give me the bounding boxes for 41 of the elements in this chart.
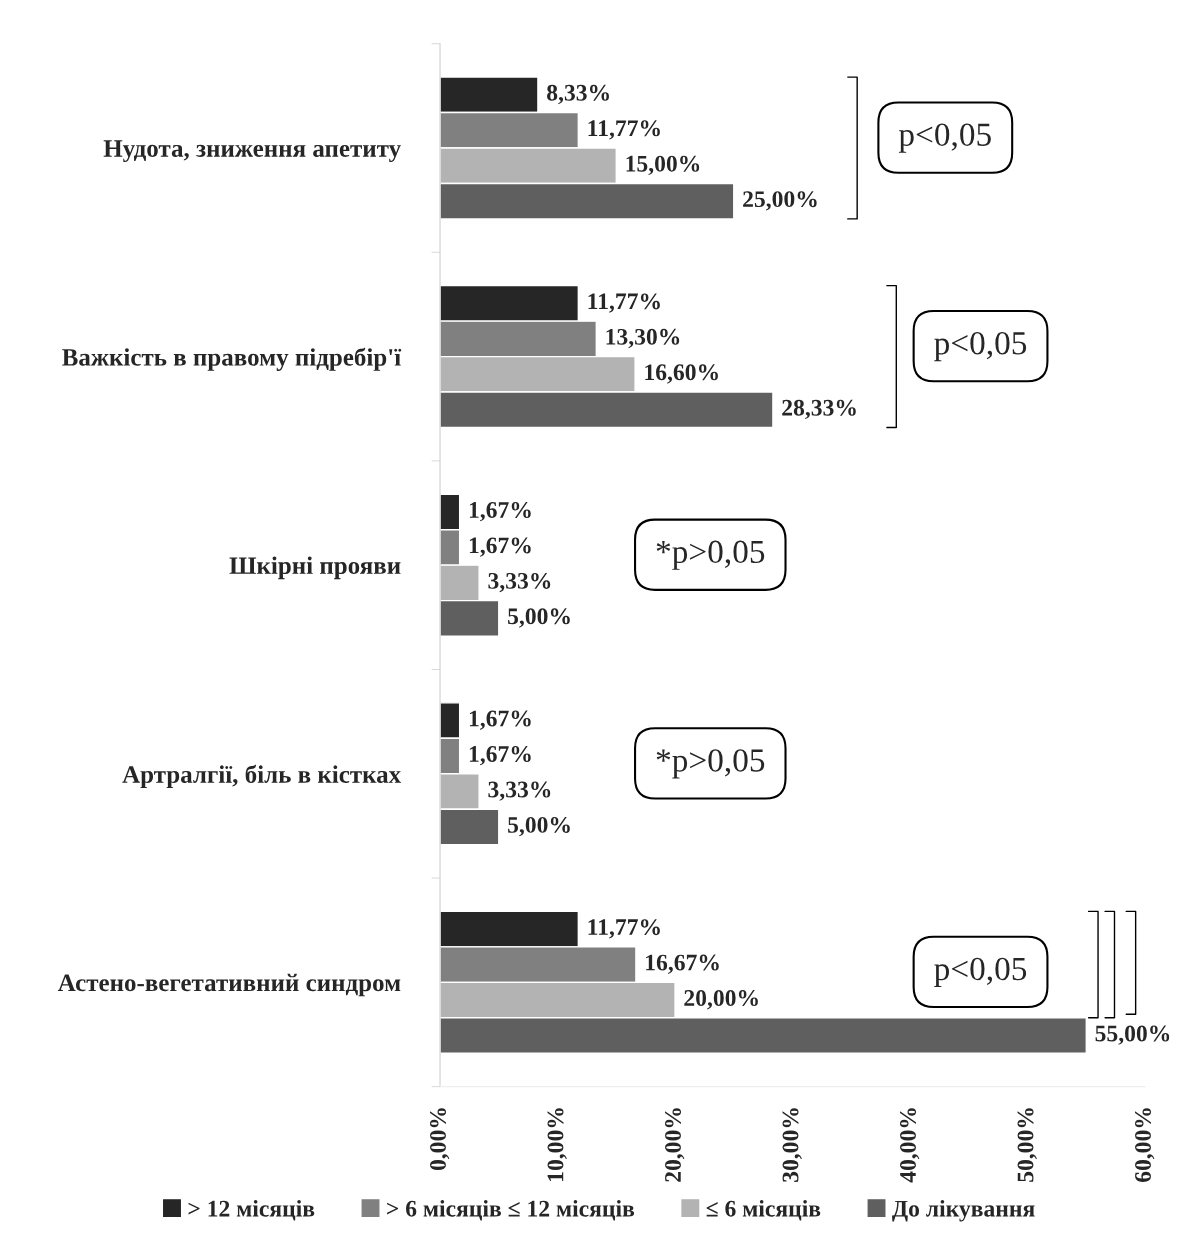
y-tick-label: Шкірні прояви — [229, 556, 401, 580]
data-label: 3,33% — [488, 572, 551, 593]
y-tick-label: Нудота, зниження апетиту — [103, 140, 401, 163]
data-label: 11,77% — [588, 293, 660, 313]
legend-label: До лікування — [892, 1200, 1035, 1222]
data-label: 28,33% — [782, 399, 856, 420]
annotation: *p>0,05 — [656, 749, 765, 779]
data-label: 1,67% — [469, 537, 531, 557]
data-label: 3,33% — [488, 781, 551, 801]
annotation: p<0,05 — [898, 123, 991, 153]
x-tick-label: 10,00% — [547, 1108, 567, 1181]
data-label: 1,67% — [469, 501, 531, 522]
x-tick-label: 40,00% — [900, 1108, 920, 1183]
data-label: 16,67% — [646, 954, 719, 974]
legend-label: > 12 місяців — [188, 1200, 315, 1221]
annotation: *p>0,05 — [656, 540, 765, 570]
x-tick-label: 30,00% — [782, 1108, 802, 1182]
x-tick-label: 20,00% — [665, 1108, 685, 1182]
x-tick-label: 50,00% — [1017, 1108, 1037, 1182]
data-label: 16,60% — [645, 364, 718, 384]
y-tick-label: Артралгії, біль в кістках — [122, 764, 402, 789]
data-label: 55,00% — [1095, 1025, 1170, 1045]
data-label: 1,67% — [469, 746, 531, 766]
data-label: 1,67% — [469, 710, 531, 730]
annotation: p<0,05 — [934, 332, 1027, 362]
data-label: 20,00% — [684, 990, 758, 1010]
data-label: 25,00% — [743, 191, 817, 211]
legend-label: ≤ 6 місяців — [706, 1200, 821, 1221]
data-label: 11,77% — [588, 919, 660, 939]
x-tick-label: 0,00% — [430, 1108, 450, 1171]
data-label: 5,00% — [508, 608, 570, 628]
data-label: 8,33% — [547, 84, 609, 105]
x-tick-label: 60,00% — [1135, 1108, 1155, 1182]
y-tick-label: Астено-вегетативний синдром — [57, 973, 401, 997]
y-tick-label: Важкість в правому підребір'ї — [62, 347, 402, 371]
data-label: 15,00% — [626, 155, 700, 176]
data-label: 5,00% — [508, 816, 570, 837]
data-label: 11,77% — [588, 120, 660, 140]
legend-label: > 6 місяців ≤ 12 місяців — [387, 1200, 635, 1221]
data-label: 13,30% — [606, 328, 680, 349]
annotation: p<0,05 — [934, 957, 1027, 988]
